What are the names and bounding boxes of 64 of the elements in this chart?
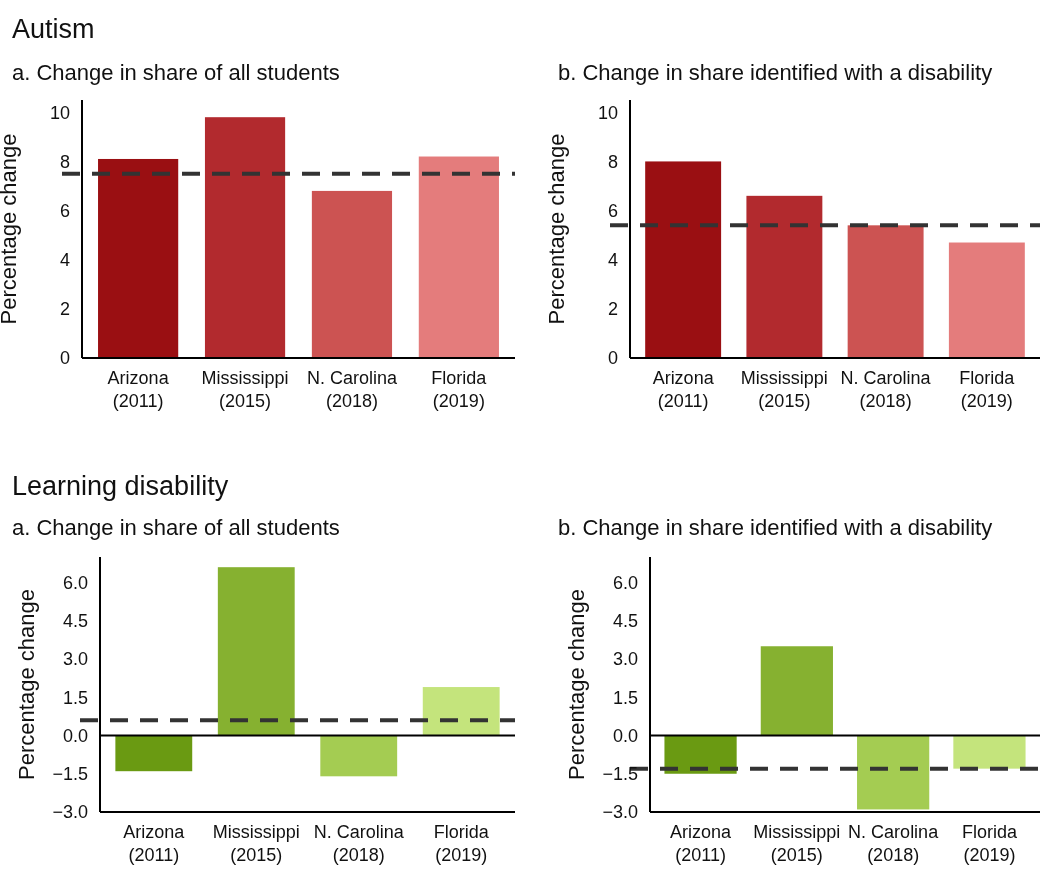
y-tick-label: 0.0	[612, 725, 638, 746]
bar	[746, 195, 823, 358]
x-tick-label: Florida (2019)	[431, 368, 488, 411]
x-tick-label: Florida (2019)	[961, 822, 1018, 865]
bar	[115, 735, 193, 772]
x-tick-label: Arizona (2011)	[670, 822, 733, 865]
y-tick-label: 4	[607, 250, 618, 271]
y-tick-label: 0	[59, 348, 70, 369]
chart-subtitle: b. Change in share identified with a disability	[558, 515, 993, 540]
y-axis-title: Percentage change	[0, 133, 21, 325]
bar	[217, 567, 295, 736]
chart-title: Learning disability	[12, 471, 229, 501]
y-tick-label: 10	[597, 102, 618, 123]
y-tick-label: 0	[607, 348, 618, 369]
x-tick-label: Arizona (2011)	[652, 368, 715, 411]
x-tick-label: Florida (2019)	[433, 822, 490, 865]
y-tick-label: −3.0	[52, 802, 88, 823]
y-tick-label: 3.0	[62, 649, 88, 670]
bar	[204, 117, 286, 358]
chart-title: Autism	[12, 14, 95, 44]
y-tick-label: 6	[59, 200, 70, 221]
y-tick-label: 2	[607, 299, 618, 320]
x-tick-label: Mississippi (2015)	[740, 368, 828, 411]
y-tick-label: −3.0	[602, 802, 638, 823]
y-tick-label: 10	[49, 102, 70, 123]
chart-subtitle: b. Change in share identified with a disability	[558, 60, 993, 85]
y-tick-label: 6.0	[62, 572, 88, 593]
bar	[98, 158, 179, 358]
y-tick-label: 6	[607, 200, 618, 221]
y-tick-label: 4.5	[62, 611, 88, 632]
x-tick-label: Arizona (2011)	[123, 822, 186, 865]
bar	[645, 161, 722, 358]
y-tick-label: 1.5	[62, 687, 88, 708]
y-tick-label: −1.5	[52, 764, 88, 785]
y-axis-title: Percentage change	[544, 133, 569, 325]
bar	[847, 225, 924, 358]
y-tick-label: 1.5	[612, 687, 638, 708]
bar	[311, 190, 393, 358]
y-tick-label: 8	[59, 151, 70, 172]
x-tick-label: Florida (2019)	[959, 368, 1016, 411]
y-axis-title: Percentage change	[14, 589, 39, 780]
x-tick-label: Mississippi (2015)	[201, 368, 289, 411]
x-tick-label: N. Carolina (2018)	[313, 822, 405, 865]
x-tick-label: Mississippi (2015)	[753, 822, 841, 865]
chart-subtitle: a. Change in share of all students	[12, 515, 340, 540]
x-tick-label: Arizona (2011)	[107, 368, 170, 411]
bar	[418, 156, 499, 358]
y-tick-label: 4	[59, 250, 70, 271]
y-tick-label: 6.0	[612, 572, 638, 593]
x-tick-label: Mississippi (2015)	[212, 822, 300, 865]
bar	[422, 687, 500, 736]
y-tick-label: 4.5	[612, 611, 638, 632]
y-tick-label: 3.0	[612, 649, 638, 670]
y-tick-label: 0.0	[62, 725, 88, 746]
x-tick-label: N. Carolina (2018)	[848, 822, 940, 865]
y-tick-label: −1.5	[602, 764, 638, 785]
y-axis-title: Percentage change	[564, 589, 589, 780]
x-tick-label: N. Carolina (2018)	[840, 368, 932, 411]
x-tick-label: N. Carolina (2018)	[306, 368, 398, 411]
bar	[948, 242, 1025, 358]
chart-subtitle: a. Change in share of all students	[12, 60, 340, 85]
y-tick-label: 8	[607, 151, 618, 172]
y-tick-label: 2	[59, 299, 70, 320]
bar	[320, 735, 398, 777]
